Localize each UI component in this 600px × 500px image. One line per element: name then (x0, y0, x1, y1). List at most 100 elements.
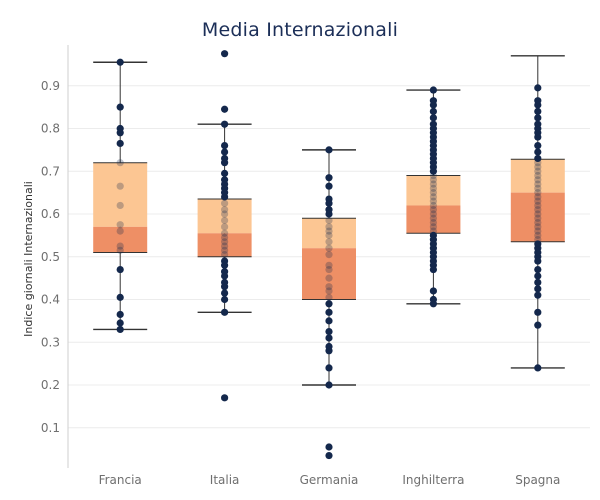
data-point (116, 129, 124, 137)
axis-layer: 0.1 0.2 0.3 0.4 0.5 0.6 0.7 0.8 0.9 Francia Italia… (41, 45, 560, 487)
data-point (325, 308, 333, 316)
data-point (116, 159, 124, 167)
data-point (534, 272, 542, 280)
data-point (221, 169, 229, 177)
data-point (325, 451, 333, 460)
data-point (221, 206, 229, 214)
data-point (221, 216, 229, 225)
data-point (325, 287, 333, 295)
data-point (534, 285, 542, 293)
data-point (534, 176, 542, 184)
data-point (429, 193, 437, 201)
data-point (325, 238, 333, 246)
data-point (325, 317, 333, 325)
data-point (325, 334, 333, 342)
data-point (116, 325, 124, 334)
data-point (429, 197, 437, 205)
data-point (429, 287, 437, 295)
data-point (116, 103, 124, 111)
data-point (325, 223, 333, 231)
data-point (221, 238, 229, 246)
data-point (221, 242, 229, 250)
data-point (325, 274, 333, 282)
data-point (429, 176, 437, 184)
x-category-label: Italia (210, 473, 240, 487)
data-point (116, 221, 124, 229)
data-point (116, 139, 124, 148)
data-point (534, 171, 542, 180)
data-point (534, 206, 542, 214)
data-point (534, 189, 542, 197)
data-point (325, 443, 333, 451)
y-axis-title: Indice giornali Internazionali (22, 181, 35, 337)
data-point (429, 210, 437, 218)
data-point (534, 291, 542, 299)
data-point (429, 223, 437, 231)
x-category-label: Francia (99, 473, 142, 487)
data-point (116, 293, 124, 301)
data-point (221, 283, 229, 291)
x-category-label: Germania (300, 473, 359, 487)
data-point (325, 300, 333, 308)
data-point (534, 163, 542, 171)
data-point (116, 319, 124, 327)
box-upper (93, 162, 148, 227)
data-point (534, 227, 542, 235)
y-tick-label: 0.9 (41, 79, 60, 93)
data-point (221, 289, 229, 297)
data-point (534, 193, 542, 201)
data-point (221, 105, 229, 113)
data-point (534, 214, 542, 222)
data-point (221, 120, 229, 128)
data-point (534, 133, 542, 141)
data-point (325, 199, 333, 207)
x-category-label: Spagna (515, 473, 560, 487)
box-lower (510, 192, 565, 242)
data-point (429, 201, 437, 210)
box-upper (406, 175, 461, 206)
data-point (534, 167, 542, 175)
data-point (325, 210, 333, 218)
data-point (221, 308, 229, 316)
data-point (429, 167, 437, 175)
data-point (429, 180, 437, 188)
y-tick-label: 0.4 (41, 293, 60, 307)
data-point (534, 321, 542, 329)
point-layer (116, 50, 542, 460)
data-point (325, 381, 333, 389)
data-point (325, 283, 333, 291)
y-tick-label: 0.2 (41, 378, 60, 392)
data-point (534, 148, 542, 156)
data-point (534, 180, 542, 188)
data-point (429, 184, 437, 192)
y-tick-label: 0.5 (41, 250, 60, 264)
data-point (429, 265, 437, 274)
data-point (429, 114, 437, 122)
data-point (221, 159, 229, 167)
box-upper (510, 159, 565, 193)
data-point (325, 265, 333, 274)
y-tick-label: 0.7 (41, 164, 60, 178)
data-point (534, 159, 542, 167)
box-lower (406, 205, 461, 234)
data-point (325, 327, 333, 336)
y-tick-label: 0.3 (41, 335, 60, 349)
data-point (534, 197, 542, 205)
data-point (534, 210, 542, 218)
data-point (221, 229, 229, 237)
data-point (534, 223, 542, 231)
data-point (429, 300, 437, 308)
data-point (534, 201, 542, 210)
data-point (534, 107, 542, 115)
data-point (534, 278, 542, 286)
data-point (429, 218, 437, 227)
data-point (116, 242, 124, 250)
data-point (534, 257, 542, 265)
data-point (534, 101, 542, 109)
data-point (221, 148, 229, 156)
box-upper (302, 218, 356, 249)
data-point (221, 272, 229, 280)
y-tick-label: 0.8 (41, 122, 60, 136)
data-point (325, 261, 333, 269)
data-point (116, 227, 124, 235)
